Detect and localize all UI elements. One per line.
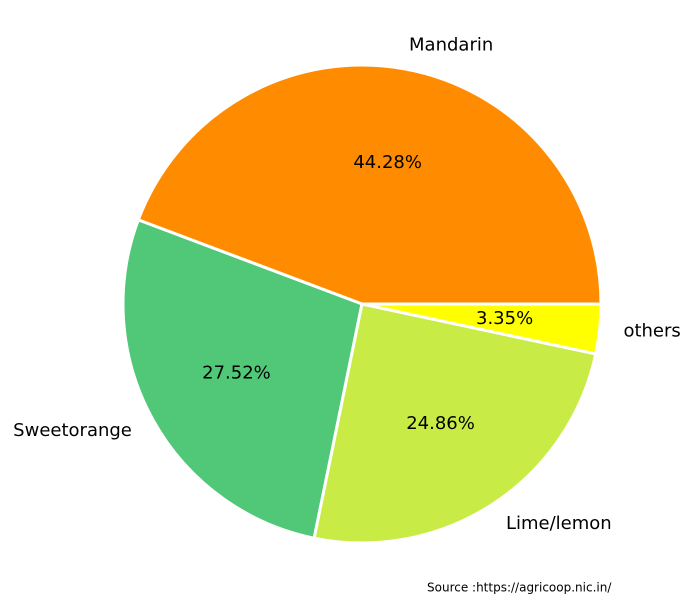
pie-slice [121, 218, 364, 540]
slice-label: Mandarin [409, 34, 493, 55]
percent-label: 3.35% [476, 308, 533, 329]
percent-label: 24.86% [406, 413, 475, 434]
percent-label: 27.52% [202, 362, 271, 383]
slice-label: others [623, 321, 680, 342]
pie-slice [312, 302, 598, 545]
source-note: Source :https://agricoop.nic.in/ [427, 581, 612, 595]
percent-label: 44.28% [353, 152, 422, 173]
slice-label: Sweetorange [13, 420, 132, 441]
slice-label: Lime/lemon [506, 513, 612, 534]
pie-slice [360, 302, 603, 356]
pie-slice [136, 63, 603, 306]
